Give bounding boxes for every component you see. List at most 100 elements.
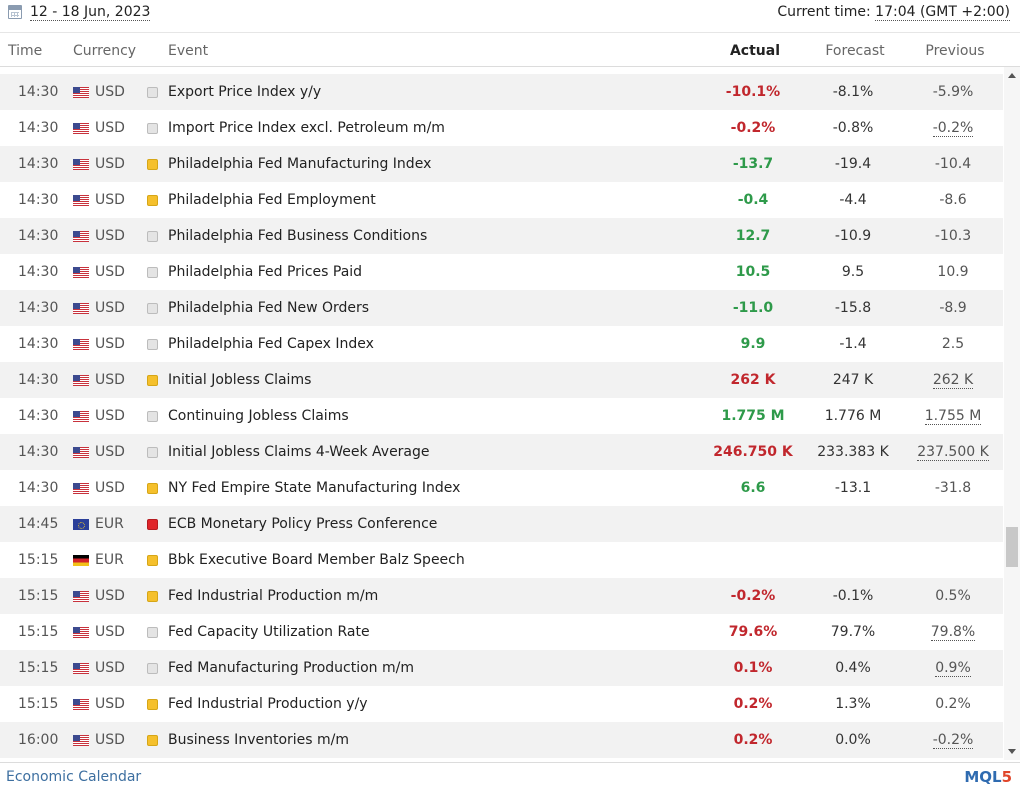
event-currency: USD [95,84,125,100]
table-row[interactable]: 16:00 USD Business Inventories m/m 0.2% 0.0%… [0,722,1003,758]
flag-us-icon [73,483,89,494]
event-previous[interactable]: 1.755 M [900,408,1006,425]
event-name[interactable]: Philadelphia Fed Employment [168,192,376,208]
event-name[interactable]: Philadelphia Fed New Orders [168,300,370,316]
event-currency: USD [95,120,125,136]
flag-us-icon [73,411,89,422]
flag-us-icon [73,699,89,710]
event-actual: -0.4 [737,192,769,208]
flag-us-icon [73,447,89,458]
event-name[interactable]: Fed Industrial Production y/y [168,696,368,712]
table-header: Time Currency Event Actual Forecast Prev… [0,32,1020,67]
scroll-down-arrow-icon[interactable] [1008,749,1016,754]
date-range-selector[interactable]: 12 - 18 Jun, 2023 [30,4,151,21]
event-name[interactable]: Bbk Executive Board Member Balz Speech [168,552,465,568]
scrollbar-thumb[interactable] [1006,527,1018,567]
table-row[interactable]: 14:30 USD Initial Jobless Claims 4-Week Av… [0,434,1003,470]
flag-us-icon [73,339,89,350]
event-previous-value: 10.9 [937,264,969,280]
footer: Economic Calendar MQL5 [0,762,1020,790]
event-previous-value: -8.9 [939,300,967,316]
event-time: 15:15 [18,588,59,604]
event-time: 14:30 [18,336,59,352]
event-previous[interactable]: 262 K [900,372,1006,389]
table-row[interactable]: 14:30 USD Export Price Index y/y -10.1% -8.1… [0,74,1003,110]
table-row[interactable]: 14:30 USD Philadelphia Fed Business Condit… [0,218,1003,254]
event-name[interactable]: ECB Monetary Policy Press Conference [168,516,438,532]
event-previous-value[interactable]: -0.2% [932,732,974,749]
table-row[interactable]: 14:30 USD Import Price Index excl. Petrole… [0,110,1003,146]
table-row[interactable]: 14:30 USD Philadelphia Fed Employment -0.4 -… [0,182,1003,218]
event-currency: USD [95,192,125,208]
calendar-icon[interactable] [8,5,22,19]
table-row[interactable]: 14:30 USD Philadelphia Fed Capex Index 9.9 -… [0,326,1003,362]
event-previous[interactable]: 237.500 K [900,444,1006,461]
event-previous-value[interactable]: 0.9% [935,660,971,677]
event-time: 14:30 [18,228,59,244]
table-row[interactable]: 14:30 USD Philadelphia Fed Manufacturing I… [0,146,1003,182]
table-row[interactable]: 14:45 EUR ECB Monetary Policy Press Confer… [0,506,1003,542]
importance-low-icon [147,339,158,350]
event-forecast: -0.1% [832,588,874,604]
economic-calendar-link[interactable]: Economic Calendar [6,769,142,785]
event-actual: 79.6% [728,624,778,640]
column-header-actual: Actual [729,43,781,59]
event-currency: USD [95,444,125,460]
event-actual: -11.0 [732,300,774,316]
event-previous-value[interactable]: 1.755 M [924,408,982,425]
importance-medium-icon [147,375,158,386]
event-name[interactable]: Initial Jobless Claims 4-Week Average [168,444,430,460]
mql5-logo[interactable]: MQL5 [964,768,1012,786]
table-row[interactable]: 14:30 USD Philadelphia Fed New Orders -11.0… [0,290,1003,326]
table-row[interactable]: 14:30 USD Philadelphia Fed Prices Paid 10.5… [0,254,1003,290]
event-previous: -31.8 [900,480,1006,496]
column-header-currency: Currency [73,43,137,59]
table-row[interactable]: 14:30 USD Continuing Jobless Claims 1.775 M… [0,398,1003,434]
event-name[interactable]: Fed Capacity Utilization Rate [168,624,370,640]
event-name[interactable]: Initial Jobless Claims [168,372,312,388]
event-currency: USD [95,228,125,244]
event-previous-value[interactable]: 237.500 K [917,444,989,461]
event-time: 14:45 [18,516,59,532]
event-previous[interactable]: 0.9% [900,660,1006,677]
table-row[interactable]: 15:15 USD Fed Capacity Utilization Rate 79.… [0,614,1003,650]
event-previous-value: -5.9% [932,84,974,100]
event-name[interactable]: Fed Manufacturing Production m/m [168,660,414,676]
flag-us-icon [73,375,89,386]
event-currency: USD [95,480,125,496]
table-row[interactable]: 14:30 USD NY Fed Empire State Manufacturin… [0,470,1003,506]
flag-us-icon [73,303,89,314]
event-previous-value[interactable]: 262 K [932,372,974,389]
event-previous-value[interactable]: 79.8% [930,624,976,641]
table-row[interactable]: 15:15 USD Fed Industrial Production y/y 0.2… [0,686,1003,722]
table-row[interactable]: 15:15 EUR Bbk Executive Board Member Balz … [0,542,1003,578]
timezone-selector[interactable]: 17:04 (GMT +2:00) [875,4,1010,21]
event-forecast: 233.383 K [817,444,889,460]
event-previous[interactable]: -0.2% [900,732,1006,749]
scroll-up-arrow-icon[interactable] [1008,73,1016,78]
table-row[interactable]: 15:15 USD Fed Industrial Production m/m -0.… [0,578,1003,614]
event-previous[interactable]: 79.8% [900,624,1006,641]
importance-medium-icon [147,159,158,170]
event-name[interactable]: NY Fed Empire State Manufacturing Index [168,480,461,496]
event-previous-value[interactable]: -0.2% [932,120,974,137]
event-currency: EUR [95,552,124,568]
table-row[interactable]: 14:30 USD Initial Jobless Claims 262 K 247 K… [0,362,1003,398]
event-name[interactable]: Philadelphia Fed Manufacturing Index [168,156,432,172]
event-name[interactable]: Export Price Index y/y [168,84,322,100]
event-time: 14:30 [18,84,59,100]
event-name[interactable]: Fed Industrial Production m/m [168,588,379,604]
event-name[interactable]: Philadelphia Fed Capex Index [168,336,374,352]
column-header-event: Event [168,43,209,59]
table-row[interactable]: 15:15 USD Fed Manufacturing Production m/m… [0,650,1003,686]
flag-us-icon [73,735,89,746]
event-previous[interactable]: -0.2% [900,120,1006,137]
flag-eu-icon [73,519,89,530]
event-name[interactable]: Philadelphia Fed Business Conditions [168,228,428,244]
event-name[interactable]: Philadelphia Fed Prices Paid [168,264,363,280]
event-name[interactable]: Business Inventories m/m [168,732,350,748]
event-currency: USD [95,336,125,352]
vertical-scrollbar[interactable] [1004,67,1020,760]
event-name[interactable]: Continuing Jobless Claims [168,408,349,424]
event-name[interactable]: Import Price Index excl. Petroleum m/m [168,120,445,136]
